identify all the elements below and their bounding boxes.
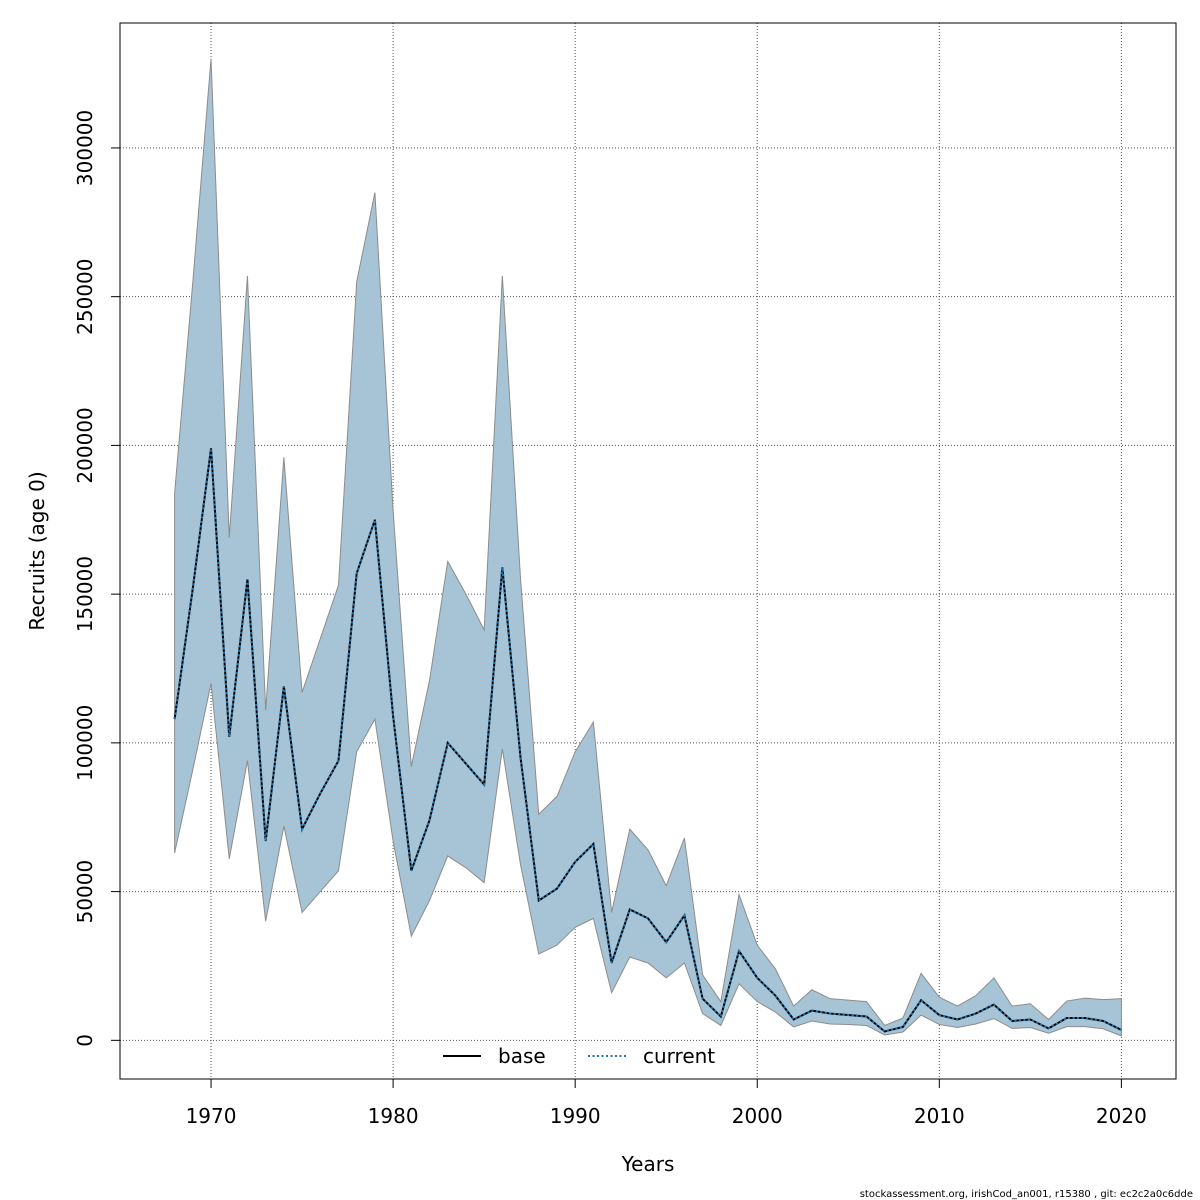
- confidence-band-layer: [174, 58, 1122, 1037]
- x-tick-label: 1970: [186, 1104, 237, 1128]
- y-tick-label: 0: [73, 1034, 97, 1047]
- series-line-base: [173, 448, 1122, 1033]
- y-axis-title: Recruits (age 0): [25, 471, 49, 630]
- y-tick-label: 250000: [73, 258, 97, 334]
- y-tick-label: 200000: [73, 407, 97, 483]
- confidence-band: [174, 58, 1122, 1037]
- y-tick-label: 50000: [73, 860, 97, 924]
- y-tick-label: 100000: [73, 705, 97, 781]
- x-tick-label: 1980: [368, 1104, 419, 1128]
- x-axis: 1970 1980 1990 2000 2010 2020: [186, 1079, 1147, 1128]
- x-tick-label: 2020: [1096, 1104, 1147, 1128]
- legend: base current: [443, 1044, 715, 1068]
- x-tick-label: 2010: [914, 1104, 965, 1128]
- x-tick-label: 2000: [732, 1104, 783, 1128]
- plot-frame: [119, 22, 1177, 1080]
- y-axis: 0 50000 100000 150000 200000 250000 300000: [73, 110, 120, 1047]
- legend-label-current: current: [643, 1044, 715, 1068]
- x-axis-title: Years: [621, 1152, 675, 1176]
- footer-credit: stockassessment.org, irishCod_an001, r15…: [860, 1189, 1193, 1200]
- y-tick-label: 300000: [73, 110, 97, 186]
- y-tick-label: 150000: [73, 556, 97, 632]
- x-tick-label: 1990: [550, 1104, 601, 1128]
- legend-label-base: base: [498, 1044, 546, 1068]
- series-lines-layer: [173, 448, 1122, 1033]
